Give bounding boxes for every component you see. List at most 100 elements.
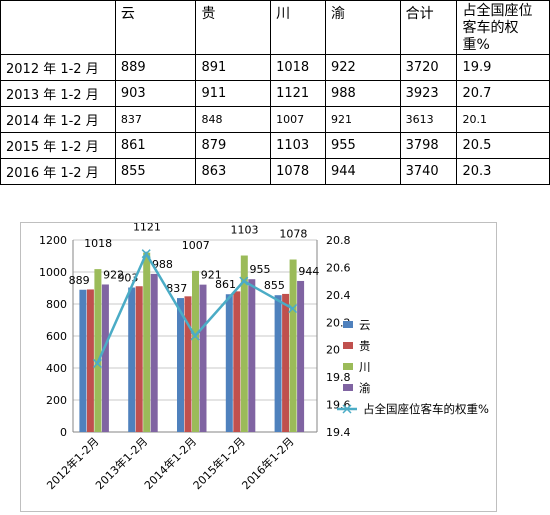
- line-point-marker: [239, 276, 249, 286]
- table-row: 2013 年 1-2 月 903 911 1121 988 3923 20.7: [0, 80, 550, 107]
- header-cell-gui: 贵: [195, 0, 272, 55]
- line-point-marker: [288, 304, 298, 314]
- y-tick-right: 19.4: [326, 426, 351, 439]
- bar-4: [199, 284, 207, 432]
- row-label: 2012 年 1-2 月: [0, 54, 116, 81]
- table-cell: 922: [324, 54, 401, 81]
- line-point-marker: [141, 249, 151, 259]
- table-cell: 848: [195, 106, 272, 133]
- line-point-marker: [190, 331, 200, 341]
- data-label: 1018: [84, 237, 112, 250]
- legend-swatch-3: [343, 363, 353, 370]
- bar-3: [289, 259, 297, 432]
- bar-3: [94, 269, 102, 432]
- table-cell: 911: [195, 80, 272, 107]
- bar-2: [86, 289, 94, 432]
- row-label: 2015 年 1-2 月: [0, 132, 116, 159]
- header-cell-share: 占全国座位客车的权重%: [456, 0, 550, 55]
- table-cell: 903: [114, 80, 197, 107]
- table-cell: 20.3: [456, 158, 550, 185]
- bar-1: [79, 289, 87, 432]
- table-cell: 20.5: [456, 132, 550, 159]
- table-cell: 988: [324, 80, 401, 107]
- legend-swatch-1: [343, 321, 353, 328]
- row-label: 2013 年 1-2 月: [0, 80, 116, 107]
- legend-label: 占全国座位客车的权重%: [363, 402, 489, 416]
- y-tick-right: 20.8: [326, 234, 351, 247]
- bar-4: [150, 273, 158, 432]
- legend-swatch-4: [343, 384, 353, 391]
- bar-2: [184, 296, 192, 432]
- table-cell: 861: [114, 132, 197, 159]
- table-row: 2015 年 1-2 月 861 879 1103 955 3798 20.5: [0, 132, 550, 159]
- data-label: 889: [69, 274, 90, 287]
- bar-3: [192, 270, 199, 432]
- legend-label: 川: [359, 360, 371, 374]
- bar-4: [297, 280, 305, 432]
- table-cell: 20.7: [456, 80, 550, 107]
- table-cell: 3923: [399, 80, 458, 107]
- legend-swatch-2: [343, 342, 353, 349]
- bar-3: [240, 255, 248, 432]
- data-label: 861: [215, 278, 236, 291]
- header-cell-chuan: 川: [270, 0, 326, 55]
- y-tick-left: 1000: [39, 266, 67, 279]
- table-cell: 879: [195, 132, 272, 159]
- y-tick-left: 0: [60, 426, 67, 439]
- data-table: 云 贵 川 渝 合计 占全国座位客车的权重% 2012 年 1-2 月 889 …: [0, 0, 550, 185]
- bar-4: [248, 279, 256, 432]
- table-cell: 921: [324, 106, 401, 133]
- table-cell: 20.1: [456, 106, 550, 133]
- legend-label: 云: [359, 318, 371, 332]
- data-label: 855: [264, 279, 285, 292]
- data-label: 1007: [182, 239, 210, 252]
- table-row: 2014 年 1-2 月 837 848 1007 921 3613 20.1: [0, 106, 550, 133]
- bar-1: [225, 294, 233, 432]
- row-label: 2016 年 1-2 月: [0, 158, 116, 185]
- header-cell-total: 合计: [399, 0, 458, 55]
- line-point-marker: [92, 358, 102, 368]
- table-cell: 955: [324, 132, 401, 159]
- y-tick-left: 800: [46, 298, 67, 311]
- table-cell: 19.9: [456, 54, 550, 81]
- header-cell-yu: 渝: [324, 0, 401, 55]
- table-cell: 1121: [270, 80, 326, 107]
- table-row: 2012 年 1-2 月 889 891 1018 922 3720 19.9: [0, 54, 550, 81]
- y-tick-left: 600: [46, 330, 67, 343]
- bar-2: [135, 286, 143, 432]
- table-header-row: 云 贵 川 渝 合计 占全国座位客车的权重%: [0, 0, 550, 55]
- legend-label: 贵: [359, 339, 371, 353]
- bar-2: [282, 293, 290, 432]
- data-label: 1103: [231, 224, 259, 237]
- y-tick-right: 20.6: [326, 261, 351, 274]
- table-cell: 944: [324, 158, 401, 185]
- y-tick-right: 20.4: [326, 289, 351, 302]
- table-cell: 837: [114, 106, 197, 133]
- y-tick-right: 19.8: [326, 371, 351, 384]
- data-label: 955: [250, 263, 271, 276]
- bar-1: [128, 287, 136, 432]
- table-cell: 891: [195, 54, 272, 81]
- y-tick-left: 1200: [39, 234, 67, 247]
- y-tick-right: 20: [326, 344, 340, 357]
- data-label: 922: [103, 268, 124, 281]
- y-tick-left: 200: [46, 394, 67, 407]
- combo-chart: 02004006008001000120019.419.619.82020.22…: [39, 223, 489, 492]
- chart-panel: 0 200 400 600 800 1000 1200 19.4 19.6 19.8 20 20.2 2…: [20, 222, 497, 512]
- bar-4: [101, 284, 109, 432]
- header-cell-blank: [0, 0, 116, 55]
- header-cell-yun: 云: [114, 0, 197, 55]
- table-cell: 1007: [270, 106, 326, 133]
- table-cell: 3740: [399, 158, 458, 185]
- table-cell: 863: [195, 158, 272, 185]
- legend-line-marker: [342, 404, 352, 414]
- bar-1: [177, 298, 184, 432]
- table-row: 2016 年 1-2 月 855 863 1078 944 3740 20.3: [0, 158, 550, 185]
- legend-label: 渝: [359, 381, 371, 395]
- data-label: 1121: [133, 223, 161, 234]
- table-cell: 1103: [270, 132, 326, 159]
- table-cell: 3613: [399, 106, 458, 133]
- table-cell: 1018: [270, 54, 326, 81]
- table-cell: 855: [114, 158, 197, 185]
- table-cell: 3720: [399, 54, 458, 81]
